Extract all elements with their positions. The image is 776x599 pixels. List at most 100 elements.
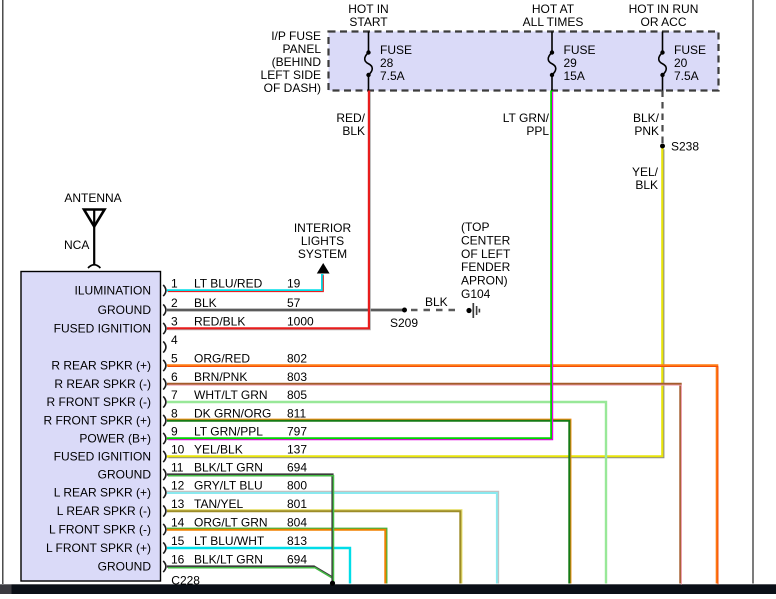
svg-text:5: 5 <box>171 352 178 366</box>
svg-text:YEL/: YEL/ <box>632 165 659 179</box>
svg-text:DK GRN/ORG: DK GRN/ORG <box>194 407 271 421</box>
svg-text:GROUND: GROUND <box>98 560 152 574</box>
svg-text:9: 9 <box>171 425 178 439</box>
svg-text:16: 16 <box>171 553 185 567</box>
svg-text:(BEHIND: (BEHIND <box>272 55 322 69</box>
svg-text:S209: S209 <box>390 316 418 330</box>
svg-text:HOT IN RUN: HOT IN RUN <box>629 2 699 16</box>
svg-text:OF DASH): OF DASH) <box>264 81 321 95</box>
svg-text:S238: S238 <box>671 140 699 154</box>
svg-text:LT GRN/PPL: LT GRN/PPL <box>194 425 263 439</box>
svg-text:15A: 15A <box>564 69 585 83</box>
svg-text:4: 4 <box>171 333 178 347</box>
svg-text:FUSED IGNITION: FUSED IGNITION <box>54 450 151 464</box>
svg-text:1000: 1000 <box>287 315 314 329</box>
svg-text:BRN/PNK: BRN/PNK <box>194 370 247 384</box>
svg-text:GRY/LT BLU: GRY/LT BLU <box>194 479 263 493</box>
svg-text:813: 813 <box>287 534 307 548</box>
svg-text:ORG/RED: ORG/RED <box>194 352 250 366</box>
svg-text:RED/: RED/ <box>336 111 365 125</box>
svg-text:13: 13 <box>171 497 185 511</box>
svg-text:15: 15 <box>171 534 185 548</box>
svg-text:PPL: PPL <box>526 124 549 138</box>
svg-text:6: 6 <box>171 370 178 384</box>
svg-text:804: 804 <box>287 516 307 530</box>
svg-text:OR ACC: OR ACC <box>640 15 686 29</box>
svg-text:L REAR SPKR (-): L REAR SPKR (-) <box>57 504 151 518</box>
svg-text:BLK/: BLK/ <box>633 111 660 125</box>
svg-text:BLK: BLK <box>425 295 448 309</box>
svg-text:NCA: NCA <box>64 238 89 252</box>
svg-text:YEL/BLK: YEL/BLK <box>194 443 243 457</box>
svg-text:BLK: BLK <box>342 124 365 138</box>
svg-text:801: 801 <box>287 497 307 511</box>
svg-text:11: 11 <box>171 461 184 475</box>
svg-text:694: 694 <box>287 553 307 567</box>
svg-text:2: 2 <box>171 296 178 310</box>
svg-text:FUSED IGNITION: FUSED IGNITION <box>54 322 151 336</box>
svg-text:INTERIOR: INTERIOR <box>294 221 352 235</box>
svg-text:28: 28 <box>380 56 394 70</box>
svg-text:R FRONT SPKR (-): R FRONT SPKR (-) <box>47 395 151 409</box>
svg-text:BLK: BLK <box>635 178 658 192</box>
svg-text:FUSE: FUSE <box>380 43 412 57</box>
svg-text:L REAR SPKR (+): L REAR SPKR (+) <box>54 486 151 500</box>
svg-text:GROUND: GROUND <box>98 303 152 317</box>
svg-text:R REAR SPKR (-): R REAR SPKR (-) <box>54 377 151 391</box>
svg-text:PNK: PNK <box>634 124 659 138</box>
svg-text:8: 8 <box>171 407 178 421</box>
svg-text:BLK/LT GRN: BLK/LT GRN <box>194 461 263 475</box>
svg-text:805: 805 <box>287 388 307 402</box>
svg-text:HOT IN: HOT IN <box>348 2 388 16</box>
svg-text:START: START <box>349 15 388 29</box>
svg-text:7.5A: 7.5A <box>674 69 699 83</box>
svg-text:7.5A: 7.5A <box>380 69 405 83</box>
svg-text:14: 14 <box>171 516 185 530</box>
svg-text:PANEL: PANEL <box>283 42 322 56</box>
svg-text:L FRONT SPKR (+): L FRONT SPKR (+) <box>46 541 151 555</box>
svg-text:(TOP: (TOP <box>461 220 489 234</box>
svg-text:SYSTEM: SYSTEM <box>298 247 347 261</box>
svg-text:LEFT SIDE: LEFT SIDE <box>261 68 321 82</box>
svg-text:29: 29 <box>564 56 578 70</box>
svg-text:3: 3 <box>171 315 178 329</box>
svg-text:R REAR SPKR (+): R REAR SPKR (+) <box>51 359 151 373</box>
svg-text:7: 7 <box>171 388 178 402</box>
svg-text:802: 802 <box>287 352 307 366</box>
svg-text:HOT AT: HOT AT <box>532 2 575 16</box>
svg-text:FUSE: FUSE <box>564 43 596 57</box>
svg-text:POWER (B+): POWER (B+) <box>79 432 151 446</box>
svg-text:RED/BLK: RED/BLK <box>194 315 245 329</box>
svg-text:CENTER: CENTER <box>461 233 511 247</box>
svg-text:OF LEFT: OF LEFT <box>461 247 511 261</box>
svg-text:800: 800 <box>287 479 307 493</box>
svg-text:LT BLU/RED: LT BLU/RED <box>194 277 263 291</box>
svg-text:FENDER: FENDER <box>461 260 511 274</box>
svg-text:19: 19 <box>287 277 301 291</box>
svg-text:20: 20 <box>674 56 688 70</box>
svg-text:LT GRN/: LT GRN/ <box>503 111 550 125</box>
svg-text:BLK/LT GRN: BLK/LT GRN <box>194 553 263 567</box>
svg-text:12: 12 <box>171 479 185 493</box>
svg-text:57: 57 <box>287 296 301 310</box>
svg-text:BLK: BLK <box>194 296 217 310</box>
svg-text:ALL TIMES: ALL TIMES <box>523 15 584 29</box>
svg-text:ANTENNA: ANTENNA <box>64 191 121 205</box>
svg-text:ILUMINATION: ILUMINATION <box>75 284 151 298</box>
svg-text:LIGHTS: LIGHTS <box>301 234 344 248</box>
svg-text:FUSE: FUSE <box>674 43 706 57</box>
svg-text:R FRONT SPKR (+): R FRONT SPKR (+) <box>44 414 151 428</box>
svg-text:LT BLU/WHT: LT BLU/WHT <box>194 534 265 548</box>
svg-text:GROUND: GROUND <box>98 468 152 482</box>
svg-text:APRON): APRON) <box>461 274 508 288</box>
svg-text:G104: G104 <box>461 287 491 301</box>
svg-text:C228: C228 <box>171 573 200 587</box>
svg-text:1: 1 <box>171 277 178 291</box>
svg-text:694: 694 <box>287 461 307 475</box>
svg-text:I/P FUSE: I/P FUSE <box>271 29 321 43</box>
svg-text:803: 803 <box>287 370 307 384</box>
svg-text:L FRONT SPKR (-): L FRONT SPKR (-) <box>49 523 151 537</box>
svg-text:ORG/LT GRN: ORG/LT GRN <box>194 516 268 530</box>
svg-text:811: 811 <box>287 407 306 421</box>
svg-text:TAN/YEL: TAN/YEL <box>194 497 243 511</box>
